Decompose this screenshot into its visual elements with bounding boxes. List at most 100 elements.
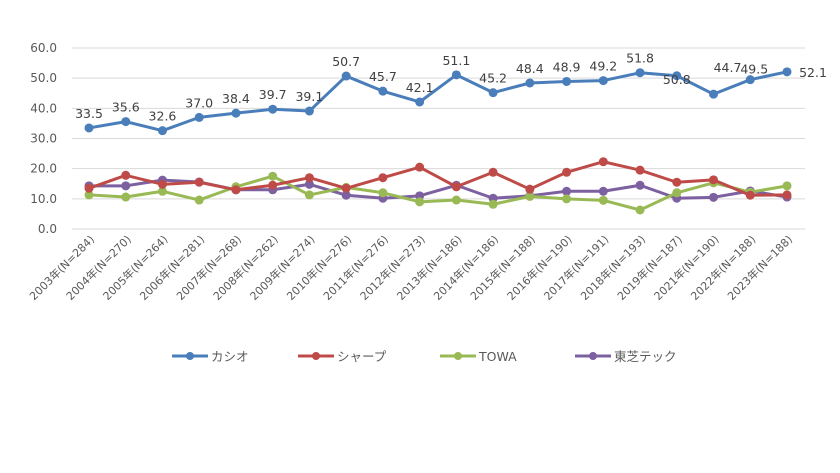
data-point bbox=[525, 184, 535, 194]
data-label: 50.7 bbox=[332, 54, 360, 69]
series-line bbox=[88, 160, 788, 197]
x-tick-label: 2014年(N=186) bbox=[430, 232, 501, 303]
x-tick-label: 2007年(N=268) bbox=[173, 232, 244, 303]
data-label: 44.7 bbox=[714, 60, 742, 75]
data-point bbox=[268, 180, 278, 190]
data-label: 39.1 bbox=[295, 89, 323, 104]
data-point bbox=[635, 205, 645, 215]
x-tick-label: 2006年(N=281) bbox=[137, 232, 208, 303]
data-point bbox=[745, 75, 755, 85]
x-tick-label: 2023年(N=188) bbox=[724, 232, 795, 303]
data-point bbox=[451, 70, 461, 80]
data-point bbox=[268, 171, 278, 181]
legend-label: TOWA bbox=[478, 349, 517, 364]
x-tick-label: 2012年(N=273) bbox=[357, 232, 428, 303]
data-point bbox=[488, 88, 498, 98]
data-label: 45.7 bbox=[369, 69, 397, 84]
data-point bbox=[121, 192, 131, 202]
data-point bbox=[121, 170, 131, 180]
data-point bbox=[709, 175, 719, 185]
data-point bbox=[157, 179, 167, 189]
data-point bbox=[415, 197, 425, 207]
data-label: 51.1 bbox=[442, 53, 470, 68]
data-label: 37.0 bbox=[185, 95, 213, 110]
data-point bbox=[341, 190, 351, 200]
x-tick-label: 2008年(N=262) bbox=[210, 232, 281, 303]
data-point bbox=[451, 182, 461, 192]
legend-marker bbox=[589, 352, 597, 360]
series-group bbox=[84, 67, 792, 215]
x-tick-label: 2015年(N=188) bbox=[467, 232, 538, 303]
data-point bbox=[84, 190, 94, 200]
data-point bbox=[672, 71, 682, 81]
data-point bbox=[341, 71, 351, 81]
data-point bbox=[121, 181, 131, 191]
x-tick-label: 2004年(N=270) bbox=[63, 232, 134, 303]
legend-marker bbox=[454, 352, 462, 360]
data-point bbox=[84, 123, 94, 133]
data-label: 49.5 bbox=[740, 62, 768, 77]
data-point bbox=[598, 157, 608, 167]
y-tick-label: 0.0 bbox=[38, 222, 57, 236]
data-point bbox=[672, 188, 682, 198]
legend-marker bbox=[312, 352, 320, 360]
data-label: 42.1 bbox=[406, 80, 434, 95]
data-label: 39.7 bbox=[259, 87, 287, 102]
y-tick-label: 20.0 bbox=[30, 162, 57, 176]
data-label: 45.2 bbox=[479, 71, 507, 86]
x-tick-label: 2017年(N=191) bbox=[541, 232, 612, 303]
data-point bbox=[635, 180, 645, 190]
data-point bbox=[488, 167, 498, 177]
data-point bbox=[562, 76, 572, 86]
legend: カシオ シャープ TOWA 東芝テック bbox=[172, 349, 677, 364]
data-point bbox=[488, 199, 498, 209]
data-point bbox=[525, 78, 535, 88]
data-point bbox=[782, 181, 792, 191]
data-point bbox=[782, 67, 792, 77]
data-point bbox=[378, 188, 388, 198]
data-label: 50.8 bbox=[663, 72, 691, 87]
data-point bbox=[194, 177, 204, 187]
data-point bbox=[378, 86, 388, 96]
x-tick-label: 2013年(N=186) bbox=[394, 232, 465, 303]
data-point bbox=[378, 173, 388, 183]
x-tick-label: 2010年(N=276) bbox=[284, 232, 355, 303]
data-point bbox=[709, 192, 719, 202]
data-point bbox=[231, 185, 241, 195]
data-label: 52.1 bbox=[799, 65, 827, 80]
data-point bbox=[709, 89, 719, 99]
data-label: 32.6 bbox=[149, 109, 177, 124]
legend-label: カシオ bbox=[211, 349, 249, 364]
data-point bbox=[268, 104, 278, 114]
legend-label: シャープ bbox=[337, 349, 387, 364]
series-line bbox=[88, 70, 788, 133]
data-label: 48.9 bbox=[553, 59, 581, 74]
data-point bbox=[194, 195, 204, 205]
data-point bbox=[304, 179, 314, 189]
data-label: 48.4 bbox=[516, 61, 544, 76]
x-axis: 2003年(N=284)2004年(N=270)2005年(N=264)2006… bbox=[26, 232, 795, 303]
data-point bbox=[598, 186, 608, 196]
x-tick-label: 2003年(N=284) bbox=[26, 232, 97, 303]
data-point bbox=[415, 97, 425, 107]
data-labels: 33.5 35.6 32.6 37.0 38.4 39.7 39.1 50.7 45.7 42.1… bbox=[75, 51, 827, 124]
data-point bbox=[745, 190, 755, 200]
data-point bbox=[598, 195, 608, 205]
data-point bbox=[672, 177, 682, 187]
data-label: 49.2 bbox=[589, 59, 617, 74]
x-tick-label: 2022年(N=188) bbox=[688, 232, 759, 303]
x-tick-label: 2018年(N=193) bbox=[577, 232, 648, 303]
data-point bbox=[562, 186, 572, 196]
x-tick-label: 2009年(N=274) bbox=[247, 232, 318, 303]
y-tick-label: 40.0 bbox=[30, 101, 57, 115]
data-point bbox=[304, 106, 314, 116]
data-label: 35.6 bbox=[112, 100, 140, 115]
legend-marker bbox=[186, 352, 194, 360]
data-point bbox=[231, 108, 241, 118]
data-point bbox=[562, 194, 572, 204]
data-point bbox=[84, 183, 94, 193]
data-point bbox=[304, 173, 314, 183]
x-tick-label: 2011年(N=276) bbox=[320, 232, 391, 303]
data-label: 33.5 bbox=[75, 106, 103, 121]
